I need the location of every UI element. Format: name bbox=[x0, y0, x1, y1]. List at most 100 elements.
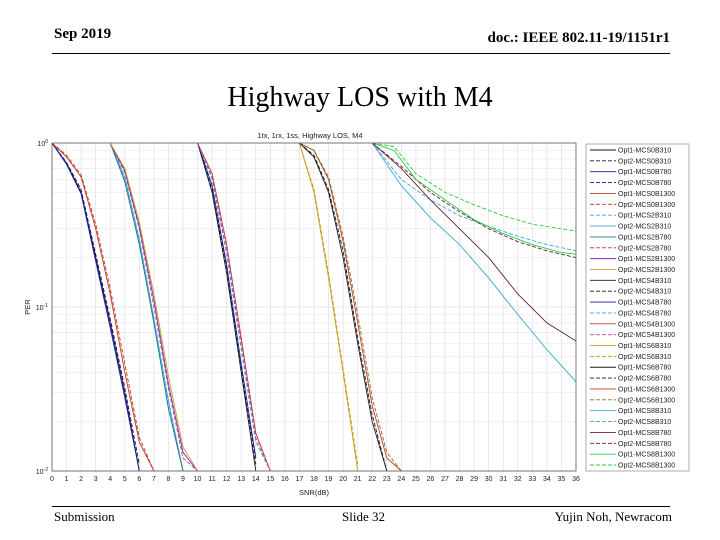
x-tick-label: 35 bbox=[558, 476, 566, 483]
x-tick-label: 7 bbox=[152, 476, 156, 483]
legend-entry: Opt2-MCS6B310 bbox=[618, 354, 671, 361]
legend-entry: Opt1-MCS6B310 bbox=[618, 343, 671, 350]
legend-entry: Opt2-MCS2B780 bbox=[618, 245, 671, 252]
series-line-opt1-mcs4b1300 bbox=[197, 143, 271, 471]
series-line-opt1-mcs8b1300 bbox=[372, 143, 576, 255]
legend-entry: Opt2-MCS8B780 bbox=[618, 441, 671, 448]
series-line-opt2-mcs6b1300 bbox=[299, 143, 402, 471]
x-tick-label: 22 bbox=[368, 476, 376, 483]
series-line-opt2-mcs2b780 bbox=[109, 143, 198, 471]
slide-title: Highway LOS with M4 bbox=[227, 82, 493, 113]
x-tick-label: 5 bbox=[123, 476, 127, 483]
x-axis-label: SNR(dB) bbox=[299, 488, 330, 497]
series-line-opt2-mcs8b780 bbox=[371, 143, 576, 259]
legend-entry: Opt2-MCS6B1300 bbox=[618, 397, 675, 404]
legend-entry: Opt1-MCS8B780 bbox=[618, 430, 671, 437]
x-tick-label: 2 bbox=[79, 476, 83, 483]
footer-divider bbox=[52, 506, 670, 507]
legend-entry: Opt1-MCS4B780 bbox=[618, 300, 671, 307]
x-tick-labels: 0 1 2 3 4 5 6 7 8 9 10 11 12 13 14 15 16 17 18 19 20 21 22 23 24… bbox=[50, 476, 580, 483]
footer-author: Yujin Noh, Newracom bbox=[554, 509, 672, 524]
x-tick-label: 20 bbox=[339, 476, 347, 483]
legend-entry: Opt2-MCS6B780 bbox=[618, 376, 671, 383]
y-tick-labels: 100 10-1 10-2 bbox=[36, 139, 48, 476]
y-tick-label: 10-1 bbox=[36, 303, 48, 312]
legend-entry: Opt2-MCS2B1300 bbox=[618, 267, 675, 274]
series-line-opt2-mcs2b1300 bbox=[109, 143, 198, 471]
legend-entry: Opt2-MCS0B780 bbox=[618, 180, 671, 187]
x-tick-label: 0 bbox=[50, 476, 54, 483]
header-date: Sep 2019 bbox=[54, 26, 112, 42]
x-tick-label: 26 bbox=[427, 476, 435, 483]
footer-slide-number: Slide 32 bbox=[342, 509, 385, 524]
legend-entry: Opt1-MCS6B780 bbox=[618, 365, 671, 372]
x-tick-label: 24 bbox=[397, 476, 405, 483]
x-tick-label: 23 bbox=[383, 476, 391, 483]
x-tick-label: 8 bbox=[166, 476, 170, 483]
x-tick-label: 34 bbox=[543, 476, 551, 483]
y-tick-label: 10-2 bbox=[36, 467, 48, 476]
plot-frame bbox=[51, 142, 577, 472]
series-line-opt1-mcs4b780 bbox=[197, 143, 257, 459]
x-tick-label: 33 bbox=[528, 476, 536, 483]
series-line-opt2-mcs0b780 bbox=[52, 143, 140, 471]
x-tick-label: 15 bbox=[266, 476, 274, 483]
x-tick-label: 11 bbox=[208, 476, 215, 483]
x-tick-label: 4 bbox=[108, 476, 112, 483]
x-tick-label: 16 bbox=[281, 476, 289, 483]
legend-entry: Opt2-MCS8B310 bbox=[618, 419, 671, 426]
legend-entry: Opt1-MCS8B1300 bbox=[618, 452, 675, 459]
series-line-opt2-mcs4b780 bbox=[197, 143, 271, 471]
legend-entry: Opt1-MCS8B310 bbox=[618, 408, 671, 415]
x-tick-label: 27 bbox=[441, 476, 449, 483]
x-tick-label: 9 bbox=[181, 476, 185, 483]
legend-box bbox=[585, 143, 690, 472]
series-line-opt2-mcs2b310 bbox=[109, 143, 184, 471]
legend-entry: Opt2-MCS2B310 bbox=[618, 224, 671, 231]
x-tick-label: 18 bbox=[310, 476, 318, 483]
legend-entry: Opt1-MCS0B780 bbox=[618, 169, 671, 176]
x-tick-label: 17 bbox=[296, 476, 304, 483]
x-tick-label: 28 bbox=[456, 476, 464, 483]
legend-entry: Opt1-MCS2B310 bbox=[618, 213, 671, 220]
x-tick-label: 10 bbox=[194, 476, 202, 483]
legend-entry: Opt1-MCS4B310 bbox=[618, 278, 671, 285]
x-tick-label: 32 bbox=[514, 476, 522, 483]
x-tick-label: 29 bbox=[470, 476, 478, 483]
series-line-opt1-mcs6b780 bbox=[299, 143, 388, 471]
series-line-opt2-mcs4b1300 bbox=[197, 143, 271, 471]
legend-entry: Opt2-MCS8B1300 bbox=[618, 463, 675, 470]
y-tick-label: 100 bbox=[37, 139, 48, 148]
x-tick-label: 19 bbox=[325, 476, 333, 483]
chart-title: 1tx, 1rx, 1ss, Highway LOS, M4 bbox=[257, 131, 362, 140]
legend-entry: Opt1-MCS6B1300 bbox=[618, 386, 675, 393]
series-line-opt2-mcs4b310 bbox=[197, 143, 257, 465]
series-line-opt1-mcs2b1300 bbox=[109, 143, 198, 471]
x-tick-label: 30 bbox=[485, 476, 493, 483]
legend-entry: Opt2-MCS4B1300 bbox=[618, 332, 675, 339]
series-line-opt2-mcs0b310 bbox=[52, 143, 140, 465]
series-layer bbox=[52, 143, 576, 471]
x-tick-label: 13 bbox=[237, 476, 245, 483]
legend: Opt1-MCS0B310 Opt2-MCS0B310 Opt1-MCS0B780 O… bbox=[585, 143, 690, 472]
legend-entry: Opt2-MCS0B1300 bbox=[618, 202, 675, 209]
header-doc-id: doc.: IEEE 802.11-19/1151r1 bbox=[487, 30, 670, 46]
series-line-opt1-mcs6b310 bbox=[298, 143, 359, 471]
legend-entry: Opt1-MCS0B1300 bbox=[618, 191, 675, 198]
series-line-opt1-mcs0b1300 bbox=[52, 143, 155, 471]
series-line-opt1-mcs4b310 bbox=[197, 143, 257, 471]
legend-entry: Opt2-MCS4B780 bbox=[618, 310, 671, 317]
series-line-opt1-mcs2b780 bbox=[109, 143, 184, 471]
x-tick-label: 25 bbox=[412, 476, 420, 483]
legend-entry: Opt1-MCS2B780 bbox=[618, 234, 671, 241]
series-line-opt2-mcs8b1300 bbox=[372, 143, 576, 232]
legend-entry: Opt2-MCS4B310 bbox=[618, 289, 671, 296]
legend-entry: Opt2-MCS0B310 bbox=[618, 158, 671, 165]
header-divider bbox=[52, 53, 670, 54]
legend-entry: Opt1-MCS4B1300 bbox=[618, 321, 675, 328]
x-tick-label: 21 bbox=[354, 476, 362, 483]
x-tick-label: 3 bbox=[94, 476, 98, 483]
y-axis-label: PER bbox=[23, 299, 32, 315]
series-line-opt1-mcs8b310 bbox=[371, 143, 576, 383]
